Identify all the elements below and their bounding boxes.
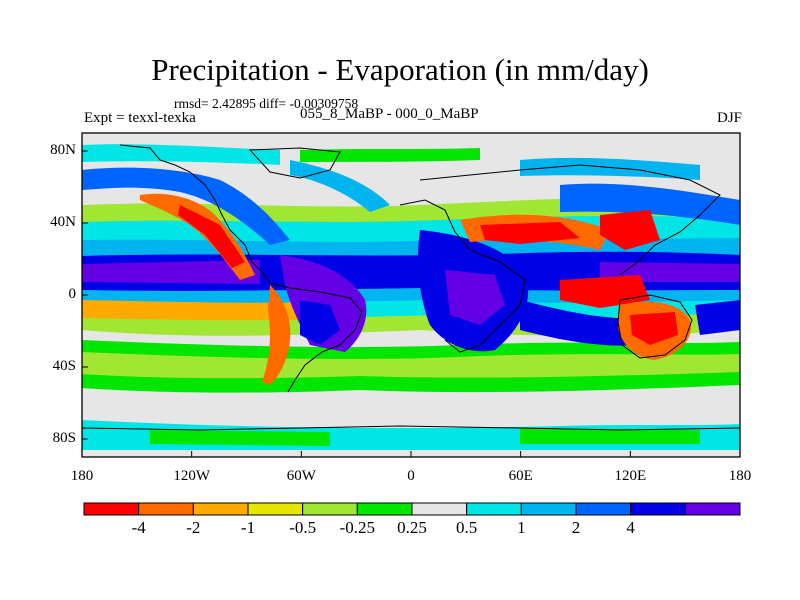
colorbar-label: 0.25 [397,518,427,537]
colorbar-swatch [138,502,194,516]
x-tick-label: 120E [614,468,647,484]
field-region [480,222,580,244]
x-tick-label: 120W [173,468,210,484]
field-region [520,157,700,180]
colorbar-label: 4 [626,518,635,537]
x-tick-label: 0 [407,468,415,484]
colorbar-label: 1 [517,518,526,537]
y-tick-label: 40S [52,358,76,374]
colorbar-label: -0.5 [289,518,317,537]
colorbar-swatch [247,502,304,516]
coastline [399,199,526,353]
coastline [419,164,721,276]
x-tick-label: 180 [70,468,94,484]
map-field [82,133,740,457]
field-region [300,148,480,162]
coastline [82,425,740,431]
colorbar-label: 2 [571,518,581,537]
colorbar-label: -0.25 [339,518,376,537]
field-region [445,270,505,325]
coastline [119,144,271,284]
colorbar [83,502,741,516]
field-region [630,312,678,345]
y-tick-label: 0 [68,286,77,302]
colorbar-label: 0.5 [456,518,478,537]
experiment-label: Expt = texxl-texka [84,110,196,126]
x-tick-label: 60W [286,468,316,484]
colorbar-swatch [630,502,686,516]
field-region [560,275,650,308]
x-tick-marks [81,451,741,457]
field-region [82,352,740,379]
stats-label: rmsd= 2.42895 diff= -0.00309758 [174,96,359,111]
coastline-overlay [82,144,740,431]
field-region [82,144,280,165]
x-tick-label: 180 [728,468,752,484]
colorbar-swatch [684,502,741,516]
field-region [300,300,340,345]
colorbar-swatch [466,502,522,516]
colorbar-swatch [520,502,577,516]
colorbar-swatch [302,502,358,516]
field-region [290,160,390,212]
field-region [150,428,700,446]
y-tick-label: 80N [50,142,76,158]
experiment-period-label: 055_8_MaBP - 000_0_MaBP [300,106,479,122]
y-tick-label: 80S [52,430,76,446]
chart-title: Precipitation - Evaporation (in mm/day) [151,52,649,87]
y-tick-label: 40N [50,214,76,230]
colorbar-swatch [192,502,249,516]
coastline [617,294,693,359]
field-region [520,300,640,346]
coastline [269,282,363,393]
field-region [695,300,740,335]
colorbar-swatch [356,502,413,516]
coastline [248,147,341,179]
x-tick-label: 60E [508,468,533,484]
y-tick-marks [82,150,88,440]
field-region [82,167,290,245]
colorbar-label: -4 [131,518,146,537]
field-region [178,205,245,268]
field-region [560,183,740,225]
colorbar-swatch [411,502,468,516]
colorbar-label: -2 [186,518,201,537]
colorbar-swatch [83,502,140,516]
colorbar-swatch [575,502,632,516]
season-label: DJF [716,110,742,126]
field-region [600,210,660,250]
field-region [262,285,291,385]
colorbar-label: -1 [240,518,256,537]
